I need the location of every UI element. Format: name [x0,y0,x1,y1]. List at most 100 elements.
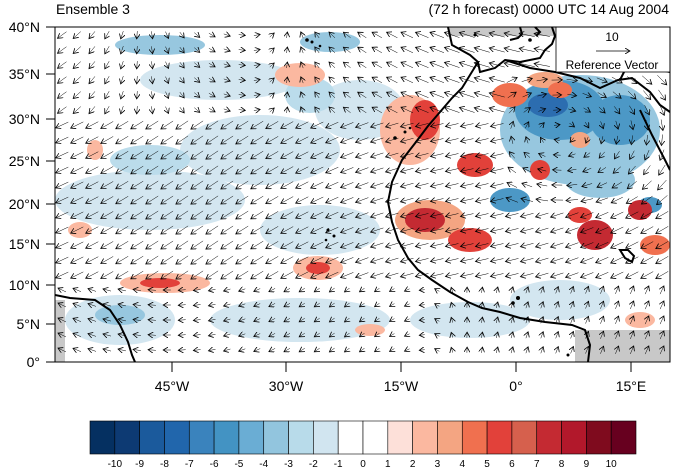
wind-vector-arrow [208,63,215,67]
wind-vector-arrow [416,258,429,261]
wind-vector-arrow [266,211,279,218]
wind-vector-arrow [146,225,159,234]
wind-vector-arrow [491,274,504,277]
wind-vector-arrow [311,271,324,278]
wind-vector-arrow [482,287,483,293]
wind-vector-arrow [56,226,69,233]
wind-vector-arrow [360,333,365,337]
wind-vector-arrow [568,109,575,111]
wind-vector-arrow [611,256,624,263]
wind-vector-arrow [626,241,639,248]
wind-vector-arrow [208,33,215,37]
wind-vector-arrow [630,316,633,325]
wind-vector-arrow [146,240,159,249]
wind-vector-arrow [372,107,383,114]
wind-vector-arrow [431,184,444,187]
wind-vector-arrow [556,332,559,339]
wind-vector-arrow [390,289,395,292]
wind-vector-arrow [375,288,380,291]
colorbar-swatch [213,420,240,455]
wind-vector-arrow [482,347,483,353]
wind-vector-arrow [416,138,429,141]
wind-vector-arrow [596,242,609,247]
wind-vector-arrow [626,196,638,204]
wind-vector-arrow [416,243,429,246]
wind-vector-arrow [661,119,663,131]
lon-label: 45°W [155,378,190,394]
wind-vector-arrow [536,199,549,201]
wind-vector-arrow [311,151,324,158]
wind-vector-arrow [253,34,260,35]
wind-vector-arrow [236,240,249,249]
wind-vector-arrow [461,169,474,172]
wind-vector-arrow [253,109,260,110]
wind-vector-arrow [266,271,279,278]
wind-vector-arrow [209,304,216,306]
wind-vector-arrow [71,211,84,218]
wind-vector-arrow [476,199,489,202]
wind-vector-arrow [121,91,124,99]
wind-vector-arrow [626,256,639,263]
wind-vector-arrow [641,211,654,219]
wind-vector-arrow [541,302,543,309]
wind-vector-arrow [642,180,652,190]
colorbar-label: 2 [410,459,416,470]
wind-vector-arrow [645,331,649,340]
wind-vector-arrow [551,212,564,217]
wind-vector-arrow [390,334,395,337]
wind-vector-arrow [416,62,429,68]
wind-vector-arrow [371,152,384,157]
wind-vector-arrow [474,108,490,113]
wind-vector-arrow [58,288,67,292]
wind-vector-arrow [56,211,69,218]
wind-vector-arrow [506,198,518,203]
wind-vector-arrow [116,256,129,263]
wind-vector-arrow [489,63,505,68]
wind-vector-arrow [146,270,159,279]
wind-vector-arrow [269,333,276,336]
wind-vector-arrow [626,76,637,83]
colorbar-swatch [586,420,612,455]
wind-vector-arrow [416,273,429,276]
wind-vector-arrow [176,225,189,234]
wind-vector-arrow [287,47,288,54]
wind-vector-arrow [459,63,475,68]
wind-vector-arrow [445,107,460,113]
wind-vector-arrow [586,136,588,143]
wind-vector-arrow [137,76,138,84]
wind-vector-arrow [567,184,578,185]
wind-vector-arrow [416,198,429,201]
wind-vector-arrow [445,32,460,38]
wind-vector-arrow [600,301,603,309]
wind-vector-arrow [645,346,649,355]
wind-vector-arrow [221,180,234,189]
wind-vector-arrow [581,227,594,233]
wind-vector-arrow [341,242,354,247]
wind-vector-arrow [600,286,603,294]
wind-vector-arrow [221,240,234,249]
wind-vector-arrow [118,349,126,351]
wind-vector-arrow [596,272,609,277]
wind-vector-arrow [401,198,414,202]
wind-vector-arrow [236,165,249,174]
wind-vector-arrow [251,195,264,204]
wind-vector-arrow [131,135,144,144]
wind-vector-arrow [386,183,399,187]
wind-vector-arrow [206,240,219,249]
wind-vector-arrow [401,32,414,39]
wind-vector-arrow [89,91,96,98]
wind-vector-arrow [116,226,129,233]
wind-vector-arrow [86,136,99,144]
wind-vector-arrow [131,270,144,279]
wind-vector-arrow [329,318,334,322]
wind-vector-arrow [341,257,354,262]
wind-vector-arrow [522,93,532,97]
wind-vector-arrow [251,255,264,264]
wind-vector-arrow [73,91,81,99]
wind-vector-arrow [299,303,305,307]
wind-vector-arrow [496,287,498,294]
wind-vector-arrow [299,333,305,337]
wind-vector-arrow [221,210,234,219]
wind-vector-arrow [161,165,174,174]
wind-vector-arrow [208,48,215,52]
